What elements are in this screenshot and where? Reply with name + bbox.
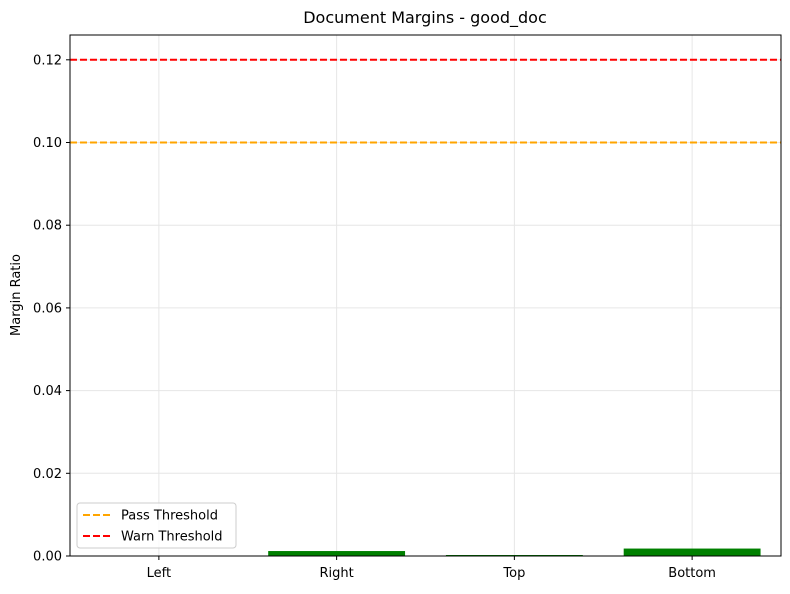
- chart-title: Document Margins - good_doc: [303, 8, 547, 28]
- x-tick-label: Left: [147, 566, 171, 581]
- y-tick-label: 0.12: [33, 53, 62, 68]
- y-tick-label: 0.00: [33, 550, 62, 565]
- y-tick-label: 0.06: [33, 301, 62, 316]
- y-tick-label: 0.04: [33, 384, 62, 399]
- y-tick-label: 0.02: [33, 467, 62, 482]
- legend-box: [76, 502, 237, 549]
- legend: Pass Threshold Warn Threshold: [76, 502, 237, 549]
- plot-frame: [69, 34, 782, 557]
- bar-right: [268, 551, 406, 556]
- x-tick-label: Bottom: [668, 566, 716, 581]
- grid-lines: [70, 35, 781, 557]
- y-axis-title: Margin Ratio: [9, 254, 24, 336]
- legend-label: Pass Threshold: [121, 509, 218, 524]
- axes: 0.00 0.02 0.04 0.06 0.08 0.10 0.12 Left Right Top…: [33, 34, 782, 581]
- legend-label: Warn Threshold: [121, 530, 223, 545]
- bar-bottom: [623, 548, 761, 556]
- threshold-lines: [70, 58, 781, 144]
- y-tick-label: 0.08: [33, 219, 62, 234]
- y-tick-label: 0.10: [33, 136, 62, 151]
- x-tick-label: Top: [502, 566, 525, 581]
- x-tick-label: Right: [320, 566, 354, 581]
